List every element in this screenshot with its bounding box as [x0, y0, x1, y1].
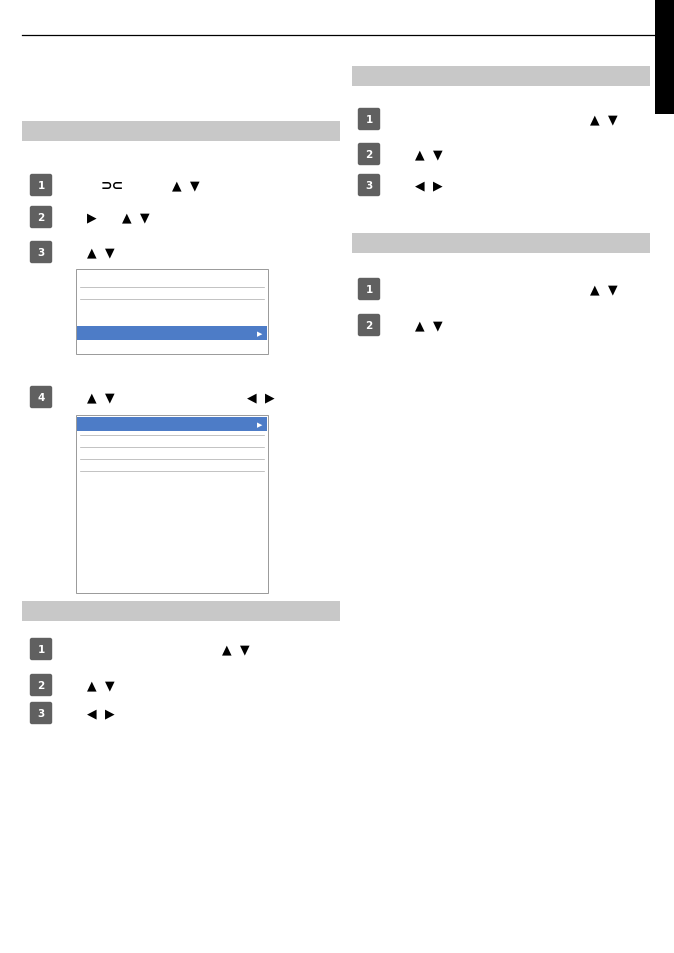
- Text: ▲: ▲: [172, 179, 182, 193]
- Text: ▼: ▼: [105, 246, 115, 259]
- Text: 1: 1: [37, 644, 44, 655]
- FancyBboxPatch shape: [30, 702, 51, 723]
- Text: ▼: ▼: [240, 643, 250, 656]
- FancyBboxPatch shape: [30, 208, 51, 229]
- FancyBboxPatch shape: [359, 315, 379, 336]
- Text: ◀: ◀: [415, 179, 425, 193]
- Text: ◀: ◀: [247, 391, 257, 404]
- Text: ▼: ▼: [433, 149, 443, 161]
- Text: ▶: ▶: [87, 212, 97, 224]
- Bar: [77, 417, 267, 432]
- Text: 3: 3: [37, 708, 44, 719]
- FancyBboxPatch shape: [359, 144, 379, 165]
- Text: ▲: ▲: [590, 283, 600, 296]
- Text: 1: 1: [37, 181, 44, 191]
- Text: ▲: ▲: [222, 643, 232, 656]
- FancyBboxPatch shape: [30, 387, 51, 408]
- Text: 1: 1: [365, 115, 373, 125]
- Text: 2: 2: [365, 150, 373, 160]
- Text: 2: 2: [37, 680, 44, 690]
- Text: ▶: ▶: [105, 707, 115, 720]
- Bar: [352, 67, 650, 87]
- Bar: [352, 233, 650, 253]
- FancyBboxPatch shape: [30, 175, 51, 196]
- Text: 2: 2: [365, 320, 373, 331]
- Text: ▲: ▲: [590, 113, 600, 127]
- Text: ▼: ▼: [140, 212, 150, 224]
- Text: ▲: ▲: [87, 246, 97, 259]
- Text: ▼: ▼: [105, 391, 115, 404]
- Text: 3: 3: [365, 181, 373, 191]
- Bar: [22, 122, 340, 142]
- Bar: [76, 270, 268, 355]
- FancyBboxPatch shape: [30, 639, 51, 659]
- Text: ▼: ▼: [105, 679, 115, 692]
- Bar: [22, 601, 340, 621]
- Bar: [76, 416, 268, 594]
- Text: 4: 4: [37, 393, 44, 402]
- Text: ▶: ▶: [257, 421, 263, 428]
- Text: 1: 1: [365, 285, 373, 294]
- Text: ▲: ▲: [87, 391, 97, 404]
- Text: ▲: ▲: [415, 149, 425, 161]
- Text: ▼: ▼: [190, 179, 200, 193]
- Text: ▼: ▼: [433, 319, 443, 333]
- Text: ◀: ◀: [87, 707, 97, 720]
- Text: ▶: ▶: [433, 179, 443, 193]
- FancyBboxPatch shape: [30, 242, 51, 263]
- Text: 2: 2: [37, 213, 44, 223]
- Text: ▲: ▲: [122, 212, 132, 224]
- FancyBboxPatch shape: [359, 279, 379, 300]
- Text: ▶: ▶: [257, 331, 263, 336]
- Text: ▲: ▲: [415, 319, 425, 333]
- FancyBboxPatch shape: [30, 675, 51, 696]
- Text: ▼: ▼: [608, 283, 618, 296]
- FancyBboxPatch shape: [359, 175, 379, 196]
- FancyBboxPatch shape: [359, 110, 379, 131]
- Text: ▲: ▲: [87, 679, 97, 692]
- Bar: [655, 0, 674, 115]
- Text: ⊃⊂: ⊃⊂: [100, 179, 123, 193]
- Text: 3: 3: [37, 248, 44, 257]
- Text: ▶: ▶: [265, 391, 275, 404]
- Bar: [77, 327, 267, 340]
- Text: ▼: ▼: [608, 113, 618, 127]
